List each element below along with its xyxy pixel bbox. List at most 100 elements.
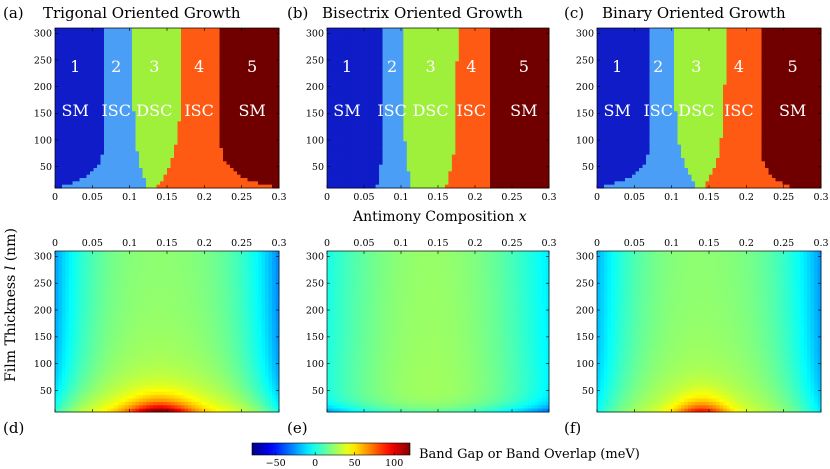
phase-cell <box>86 44 91 49</box>
phase-cell <box>368 34 373 39</box>
phase-cell <box>455 78 460 82</box>
phase-cell <box>237 104 241 109</box>
phase-cell <box>128 61 133 66</box>
phase-cell <box>72 28 77 32</box>
phase-cell <box>233 184 238 189</box>
phase-cell <box>223 31 227 36</box>
phase-cell <box>247 84 252 89</box>
phase-cell <box>139 164 143 169</box>
phase-cell <box>198 64 203 69</box>
phase-cell <box>104 64 108 69</box>
phase-cell <box>202 111 206 116</box>
phase-cell <box>209 71 213 76</box>
phase-cell <box>507 31 512 36</box>
phase-cell <box>268 164 273 169</box>
phase-cell <box>441 88 446 92</box>
phase-cell <box>351 98 356 102</box>
phase-cell <box>254 54 259 59</box>
phase-cell <box>535 91 540 96</box>
phase-cell <box>542 44 547 49</box>
phase-cell <box>337 88 342 92</box>
phase-cell <box>65 121 70 126</box>
phase-cell <box>104 174 108 179</box>
phase-cell <box>455 88 460 92</box>
phase-cell <box>65 168 70 172</box>
phase-cell <box>79 171 84 176</box>
phase-cell <box>216 31 220 36</box>
phase-cell <box>517 38 522 42</box>
phase-cell <box>413 114 418 119</box>
phase-cell <box>79 28 84 32</box>
phase-cell <box>202 174 206 179</box>
phase-cell <box>486 64 491 69</box>
phase-cell <box>237 84 241 89</box>
phase-cell <box>205 54 210 59</box>
phase-cell <box>272 54 276 59</box>
phase-cell <box>76 78 80 82</box>
phase-cell <box>413 31 418 36</box>
phase-cell <box>97 181 101 186</box>
phase-cell <box>195 184 199 189</box>
phase-cell <box>392 54 397 59</box>
phase-cell <box>462 28 467 32</box>
phase-cell <box>392 78 397 82</box>
phase-cell <box>233 94 238 99</box>
phase-cell <box>272 168 276 172</box>
phase-cell <box>424 64 429 69</box>
phase-cell <box>483 44 488 49</box>
phase-cell <box>62 141 66 146</box>
phase-cell <box>209 84 213 89</box>
phase-cell <box>486 31 491 36</box>
phase-cell <box>524 44 529 49</box>
phase-cell <box>275 81 280 86</box>
phase-cell <box>337 94 342 99</box>
phase-cell <box>469 121 474 126</box>
phase-cell <box>160 158 164 162</box>
phase-cell <box>486 91 491 96</box>
phase-cell <box>254 174 259 179</box>
phase-cell <box>438 94 442 99</box>
phase-cell <box>476 78 481 82</box>
phase-cell <box>375 81 380 86</box>
phase-cell <box>375 94 380 99</box>
phase-cell <box>149 28 154 32</box>
phase-cell <box>79 161 84 166</box>
phase-cell <box>65 144 70 149</box>
phase-cell <box>181 48 185 52</box>
phase-cell <box>240 48 245 52</box>
phase-cell <box>406 81 411 86</box>
phase-cell <box>216 84 220 89</box>
phase-cell <box>198 154 203 159</box>
phase-cell <box>100 38 105 42</box>
phase-cell <box>396 51 401 56</box>
phase-cell <box>149 168 154 172</box>
phase-cell <box>153 154 157 159</box>
phase-cell <box>146 121 150 126</box>
phase-cell <box>205 114 210 119</box>
phase-cell <box>195 158 199 162</box>
phase-cell <box>72 141 77 146</box>
phase-cell <box>212 171 217 176</box>
phase-cell <box>128 128 133 132</box>
phase-cell <box>524 104 529 109</box>
phase-cell <box>191 91 196 96</box>
phase-cell <box>107 91 112 96</box>
phase-cell <box>496 84 501 89</box>
phase-cell <box>111 68 115 72</box>
phase-cell <box>142 58 147 62</box>
phase-cell <box>65 148 70 152</box>
phase-cell <box>160 114 164 119</box>
phase-cell <box>86 58 91 62</box>
phase-cell <box>230 71 234 76</box>
phase-cell <box>327 91 331 96</box>
phase-cell <box>521 78 526 82</box>
phase-cell <box>114 168 119 172</box>
phase-cell <box>531 98 536 102</box>
phase-cell <box>372 74 377 79</box>
phase-cell <box>344 41 349 46</box>
phase-cell <box>420 101 425 106</box>
phase-cell <box>396 108 401 112</box>
phase-cell <box>111 111 115 116</box>
phase-cell <box>272 154 276 159</box>
phase-cell <box>272 124 276 129</box>
